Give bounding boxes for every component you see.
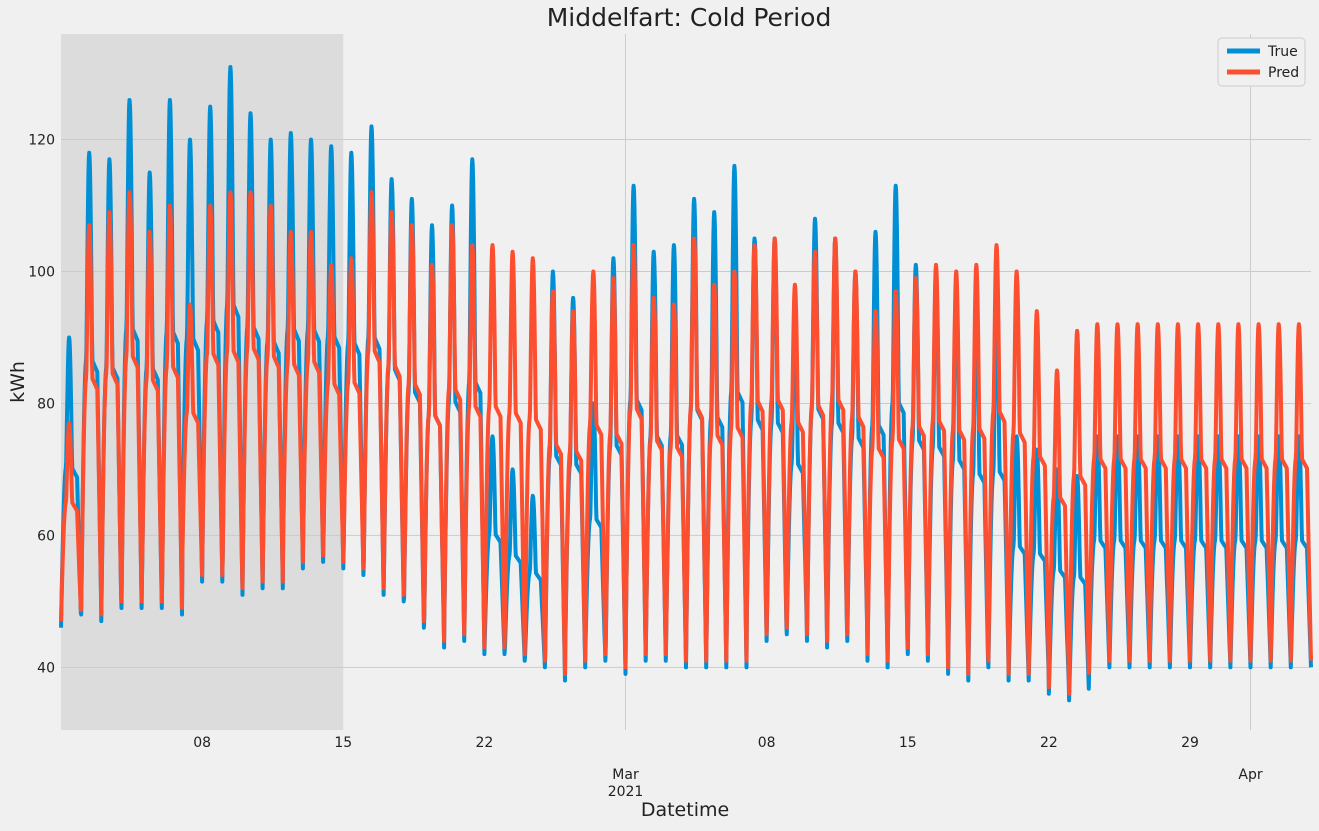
y-axis-label: kWh xyxy=(7,361,29,403)
x-tick-label: Mar xyxy=(612,767,639,783)
y-tick-label: 120 xyxy=(28,133,55,149)
x-tick-label: 08 xyxy=(193,735,211,751)
chart-title: Middelfart: Cold Period xyxy=(547,3,832,32)
series-line-true xyxy=(59,65,1313,703)
x-tick-label: 22 xyxy=(475,735,493,751)
series-line-pred xyxy=(59,190,1313,696)
highlight-span xyxy=(61,34,344,730)
x-tick-label: 29 xyxy=(1181,735,1199,751)
y-tick-label: 60 xyxy=(37,528,55,544)
y-tick-label: 80 xyxy=(37,396,55,412)
x-tick-label: 15 xyxy=(899,735,917,751)
x-tick-label: 22 xyxy=(1040,735,1058,751)
legend-label-true: True xyxy=(1267,44,1298,60)
legend: True Pred xyxy=(1217,37,1306,87)
x-tick-label: Apr xyxy=(1238,767,1262,783)
x-axis-label: Datetime xyxy=(641,799,729,821)
x-tick-label: 08 xyxy=(758,735,776,751)
legend-label-pred: Pred xyxy=(1268,65,1299,81)
y-tick-label: 40 xyxy=(37,660,55,676)
y-tick-label: 100 xyxy=(28,264,55,280)
x-tick-label: 15 xyxy=(334,735,352,751)
x-tick-sublabel: 2021 xyxy=(608,784,644,800)
